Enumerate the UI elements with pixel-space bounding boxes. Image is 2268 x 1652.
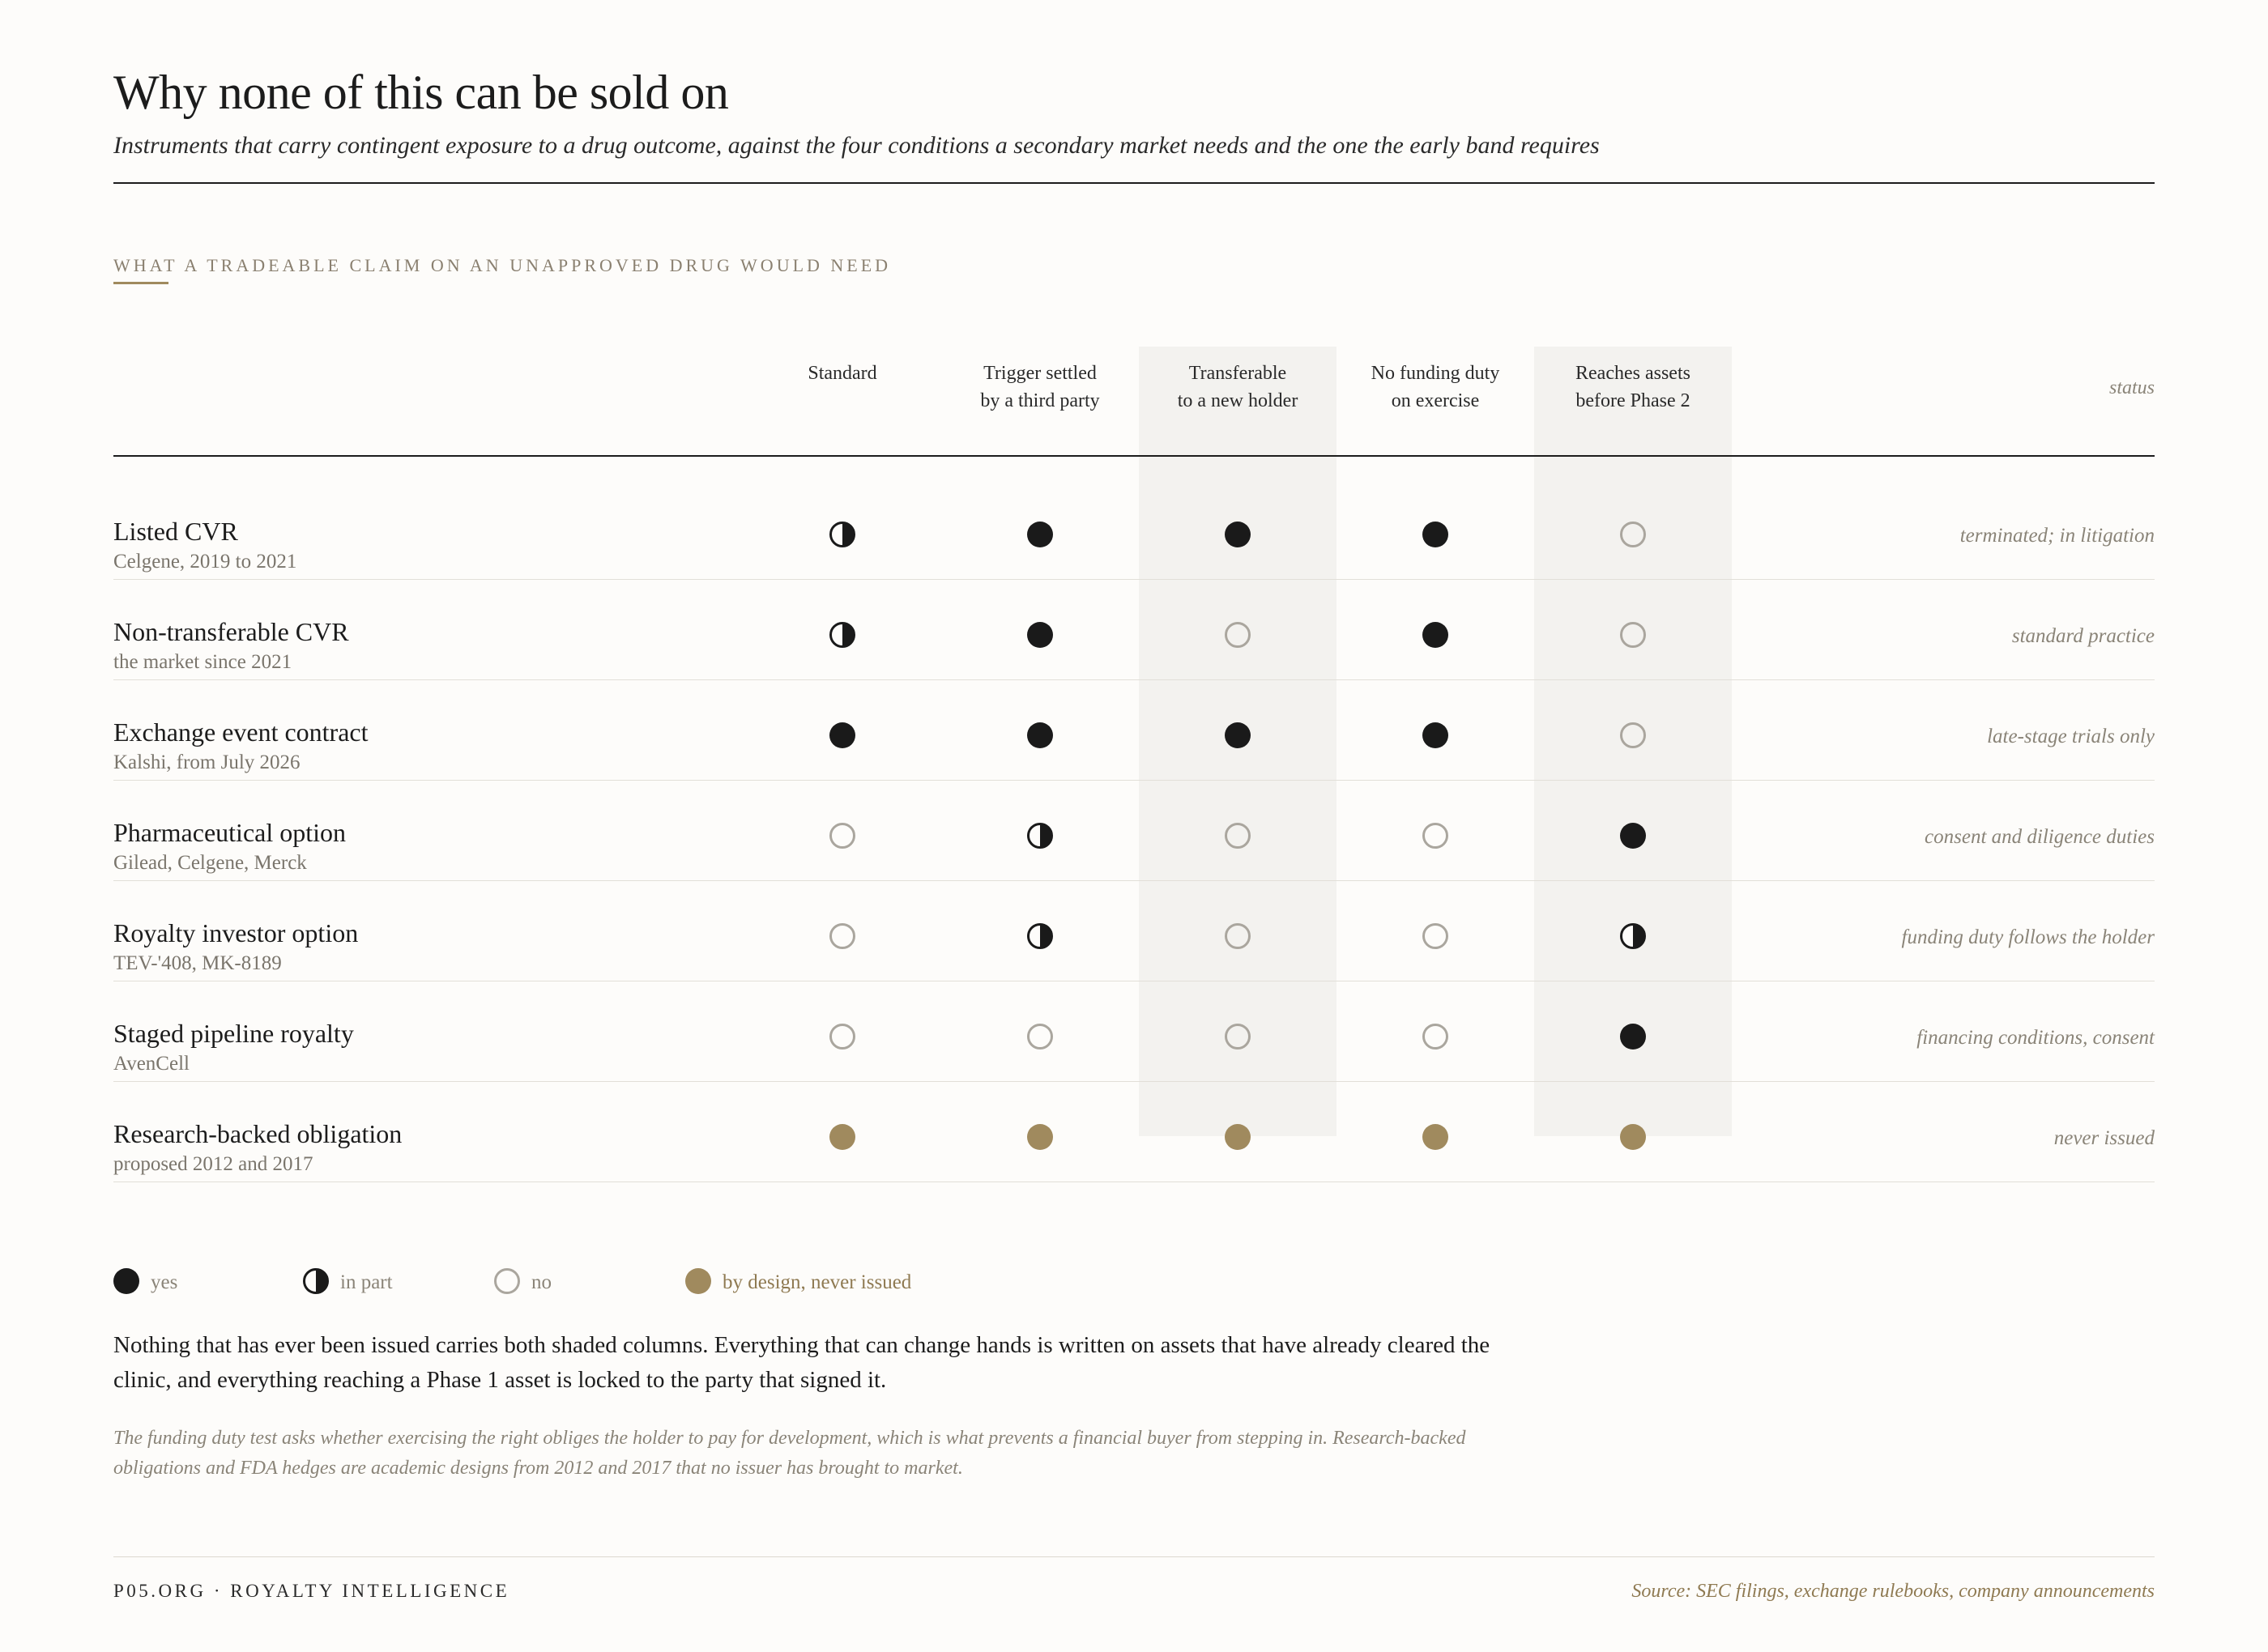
legend-label: no [531, 1271, 552, 1293]
status-column-header: status [2108, 377, 2155, 398]
mark-yes-icon [1620, 1024, 1646, 1050]
mark-part-icon [1027, 923, 1053, 949]
section-label: WHAT A TRADEABLE CLAIM ON AN UNAPPROVED … [113, 255, 892, 275]
row-subtitle: Kalshi, from July 2026 [113, 751, 301, 773]
row-subtitle: Gilead, Celgene, Merck [113, 852, 307, 874]
row-name: Research-backed obligation [113, 1119, 403, 1148]
legend-part-icon [303, 1268, 329, 1294]
mark-yes-icon [1027, 622, 1053, 648]
row-name: Exchange event contract [113, 717, 369, 747]
row-subtitle: TEV-'408, MK-8189 [113, 952, 282, 974]
mark-no-icon [829, 1024, 855, 1050]
mark-part-icon [1027, 823, 1053, 849]
row-divider [113, 679, 2155, 680]
column-header-1: Standard [808, 363, 877, 384]
row-subtitle: the market since 2021 [113, 651, 292, 673]
row-divider [113, 880, 2155, 881]
mark-yes-icon [1422, 622, 1448, 648]
legend-yes-icon [113, 1268, 139, 1294]
mark-no-icon [1225, 923, 1251, 949]
mark-no-icon [1027, 1024, 1053, 1050]
row-status: consent and diligence duties [1925, 826, 2155, 848]
column-header-4: No funding duty on exercise [1371, 363, 1500, 411]
footer-brand: P05.ORG · ROYALTY INTELLIGENCE [113, 1581, 510, 1601]
table-row: Exchange event contract Kalshi, from July… [113, 680, 2155, 781]
row-subtitle: AvenCell [113, 1053, 190, 1075]
row-divider [113, 579, 2155, 580]
row-name: Pharmaceutical option [113, 818, 347, 847]
mark-design-icon [1620, 1124, 1646, 1150]
page: Why none of this can be sold on Instrume… [113, 0, 2155, 1652]
row-status: standard practice [2011, 625, 2155, 647]
mark-no-icon [1620, 522, 1646, 547]
footer-source: Source: SEC filings, exchange rulebooks,… [1631, 1581, 2155, 1602]
mark-yes-icon [829, 722, 855, 748]
mark-part-icon [829, 522, 855, 547]
row-status: terminated; in litigation [1959, 525, 2155, 547]
row-subtitle: proposed 2012 and 2017 [113, 1153, 313, 1175]
mark-part-icon [1620, 923, 1646, 949]
mark-no-icon [1225, 622, 1251, 648]
methodology-note: The funding duty test asks whether exerc… [113, 1428, 1466, 1479]
page-subtitle: Instruments that carry contingent exposu… [113, 132, 1600, 159]
legend-no-icon [494, 1268, 520, 1294]
mark-no-icon [1422, 823, 1448, 849]
row-name: Staged pipeline royalty [113, 1019, 354, 1048]
row-status: never issued [2053, 1127, 2155, 1149]
table-row: Listed CVR Celgene, 2019 to 2021 terminate… [113, 479, 2155, 580]
page-title: Why none of this can be sold on [113, 66, 729, 119]
row-status: funding duty follows the holder [1901, 926, 2155, 948]
table-row: Non-transferable CVR the market since 202… [113, 580, 2155, 680]
row-divider [113, 780, 2155, 781]
mark-no-icon [1422, 1024, 1448, 1050]
mark-no-icon [829, 923, 855, 949]
mark-yes-icon [1027, 522, 1053, 547]
mark-part-icon [829, 622, 855, 648]
legend-design-icon [685, 1268, 711, 1294]
column-header-3: Transferable to a new holder [1177, 363, 1298, 411]
legend-label: in part [340, 1271, 393, 1293]
column-header-5: Reaches assets before Phase 2 [1575, 363, 1690, 411]
footer-rule [113, 1556, 2155, 1557]
mark-design-icon [829, 1124, 855, 1150]
mark-no-icon [1422, 923, 1448, 949]
table-row: Staged pipeline royalty AvenCell financing… [113, 981, 2155, 1082]
mark-no-icon [1225, 1024, 1251, 1050]
row-status: financing conditions, consent [1916, 1027, 2155, 1049]
mark-design-icon [1225, 1124, 1251, 1150]
mark-yes-icon [1225, 522, 1251, 547]
legend-label: by design, never issued [723, 1271, 912, 1293]
row-status: late-stage trials only [1987, 726, 2155, 747]
mark-yes-icon [1027, 722, 1053, 748]
mark-design-icon [1422, 1124, 1448, 1150]
row-name: Royalty investor option [113, 918, 359, 947]
row-subtitle: Celgene, 2019 to 2021 [113, 551, 297, 573]
section-underline [113, 282, 168, 284]
mark-yes-icon [1620, 823, 1646, 849]
mark-yes-icon [1422, 522, 1448, 547]
legend-label: yes [151, 1271, 178, 1293]
header-rule [113, 455, 2155, 457]
mark-yes-icon [1225, 722, 1251, 748]
column-header-2: Trigger settled by a third party [980, 363, 1100, 411]
mark-no-icon [1620, 622, 1646, 648]
mark-no-icon [1225, 823, 1251, 849]
row-name: Listed CVR [113, 517, 238, 546]
row-divider [113, 1081, 2155, 1082]
row-name: Non-transferable CVR [113, 617, 349, 646]
mark-yes-icon [1422, 722, 1448, 748]
table-row: Royalty investor option TEV-'408, MK-8189… [113, 881, 2155, 981]
summary-text: Nothing that has ever been issued carrie… [113, 1332, 1490, 1393]
table-row: Pharmaceutical option Gilead, Celgene, Me… [113, 781, 2155, 881]
mark-no-icon [829, 823, 855, 849]
mark-design-icon [1027, 1124, 1053, 1150]
table-row: Research-backed obligation proposed 2012 … [113, 1082, 2155, 1182]
mark-no-icon [1620, 722, 1646, 748]
title-rule [113, 182, 2155, 184]
